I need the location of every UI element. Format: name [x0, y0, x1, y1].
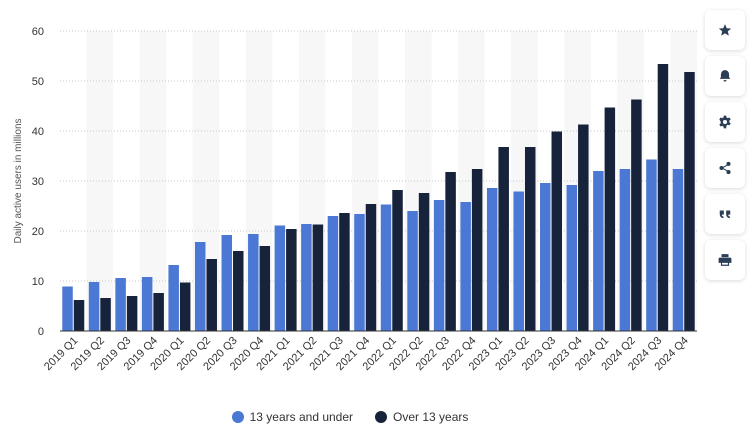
bar-over-13[interactable]: [418, 193, 430, 331]
y-axis-ticks: 0 10 20 30 40 50 60: [32, 26, 44, 338]
bars: [62, 64, 695, 332]
share-button[interactable]: [705, 148, 745, 188]
bar-over-13[interactable]: [233, 251, 244, 331]
y-tick-label: 0: [38, 326, 44, 338]
bar-under-13[interactable]: [672, 169, 684, 331]
chart-toolbar: [705, 10, 745, 286]
y-axis-title: Daily active users in millions: [13, 118, 24, 243]
quote-icon: [719, 210, 731, 219]
bar-over-13[interactable]: [126, 296, 138, 331]
gridlines: [60, 30, 697, 282]
y-tick-label: 20: [32, 226, 44, 238]
bar-over-13[interactable]: [179, 282, 191, 332]
bar-over-13[interactable]: [498, 147, 509, 331]
legend-label: Over 13 years: [393, 410, 469, 424]
notification-button[interactable]: [705, 56, 745, 96]
bar-under-13[interactable]: [327, 216, 339, 331]
legend-item-13-and-under[interactable]: 13 years and under: [231, 410, 354, 424]
favorite-button[interactable]: [705, 10, 745, 50]
bar-over-13[interactable]: [551, 131, 563, 332]
bar-over-13[interactable]: [524, 147, 536, 331]
legend-marker: [231, 411, 244, 423]
bar-under-13[interactable]: [168, 265, 179, 331]
bar-under-13[interactable]: [566, 185, 578, 331]
bar-under-13[interactable]: [301, 224, 312, 331]
bar-over-13[interactable]: [73, 300, 85, 331]
bar-under-13[interactable]: [88, 282, 100, 331]
y-tick-label: 60: [32, 26, 44, 38]
bar-under-13[interactable]: [141, 277, 153, 331]
bar-under-13[interactable]: [115, 278, 126, 331]
bar-over-13[interactable]: [100, 298, 111, 331]
bar-under-13[interactable]: [540, 183, 551, 331]
bar-under-13[interactable]: [460, 202, 471, 331]
bar-under-13[interactable]: [62, 286, 73, 332]
bar-over-13[interactable]: [206, 259, 217, 331]
bar-under-13[interactable]: [194, 242, 206, 331]
bar-under-13[interactable]: [274, 225, 286, 332]
bar-under-13[interactable]: [513, 191, 524, 332]
bar-over-13[interactable]: [631, 99, 642, 332]
bar-over-13[interactable]: [578, 124, 589, 332]
bar-under-13[interactable]: [619, 169, 631, 331]
bar-over-13[interactable]: [471, 169, 483, 331]
bar-under-13[interactable]: [354, 214, 365, 331]
bar-under-13[interactable]: [248, 234, 259, 331]
share-icon: [719, 161, 731, 175]
bar-over-13[interactable]: [684, 72, 695, 331]
bar-over-13[interactable]: [312, 224, 324, 332]
cite-button[interactable]: [705, 194, 745, 234]
bar-over-13[interactable]: [392, 190, 403, 331]
y-tick-label: 10: [32, 276, 44, 288]
print-icon: [718, 254, 732, 266]
bar-over-13[interactable]: [153, 293, 164, 331]
legend: 13 years and under Over 13 years: [0, 410, 700, 424]
legend-label: 13 years and under: [249, 410, 354, 424]
bar-over-13[interactable]: [339, 213, 350, 331]
bar-under-13[interactable]: [593, 171, 604, 331]
bar-under-13[interactable]: [433, 200, 445, 331]
y-tick-label: 40: [32, 126, 44, 138]
bar-over-13[interactable]: [365, 204, 377, 331]
bar-under-13[interactable]: [486, 188, 498, 331]
gear-icon: [719, 115, 731, 129]
bar-over-13[interactable]: [259, 246, 271, 331]
y-tick-label: 30: [32, 176, 44, 188]
settings-button[interactable]: [705, 102, 745, 142]
bar-under-13[interactable]: [646, 159, 657, 332]
bell-icon: [719, 70, 731, 82]
bar-over-13[interactable]: [286, 229, 297, 331]
star-icon: [718, 24, 732, 36]
print-button[interactable]: [705, 240, 745, 280]
legend-marker: [375, 411, 388, 423]
bar-under-13[interactable]: [221, 235, 233, 331]
bar-under-13[interactable]: [380, 204, 392, 332]
bar-over-13[interactable]: [604, 107, 616, 332]
bar-under-13[interactable]: [407, 211, 418, 331]
bar-over-13[interactable]: [445, 172, 456, 331]
bar-over-13[interactable]: [657, 64, 669, 331]
y-tick-label: 50: [32, 76, 44, 88]
legend-item-over-13[interactable]: Over 13 years: [375, 410, 468, 424]
